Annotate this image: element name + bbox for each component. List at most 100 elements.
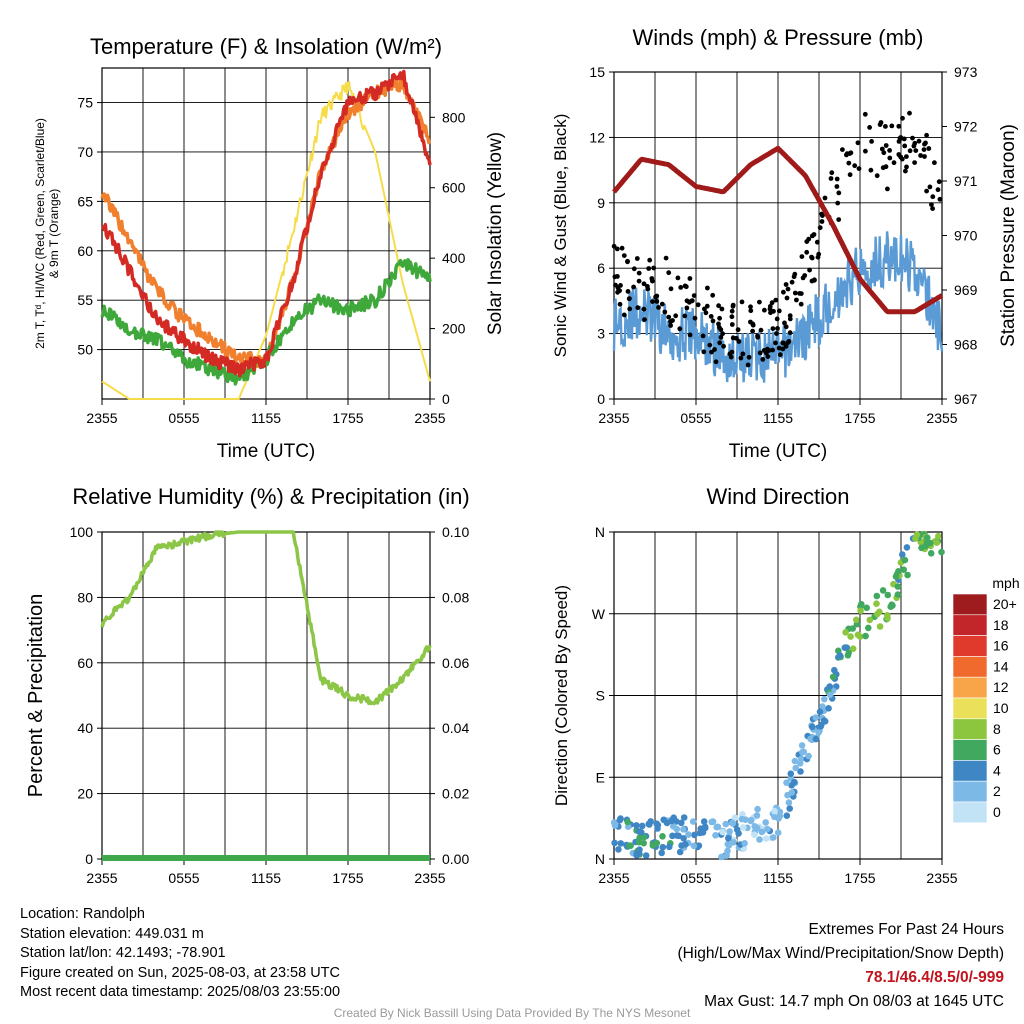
direction-xtick-label: 2355 [926,870,957,886]
winds-gust-point [739,299,745,305]
winds-gust-point [846,160,852,166]
winds-gust-point [896,152,902,157]
winds-gust-point [797,291,802,296]
winds-gust-point [802,273,808,278]
winds-gust-point [927,184,933,190]
winds-gust-point [713,359,719,365]
direction-point [927,550,935,557]
winds-gust-point [712,347,717,352]
direction-point [807,735,814,743]
legend-label: 6 [993,742,1001,758]
winds-gust-point [910,135,915,141]
direction-point [845,649,852,657]
winds-gust-point [937,196,943,202]
direction-point [873,592,881,600]
winds-gust-point [769,300,775,306]
winds-y2tick-label: 970 [954,228,978,244]
legend-label: 18 [993,617,1009,633]
winds-ytick-label: 9 [597,195,605,211]
temperature-xtick-label: 1755 [332,410,363,426]
humidity-ylabel: Percent & Precipitation [25,594,47,797]
winds-gust-point [889,123,895,129]
direction-point [730,839,737,846]
direction-point [786,805,793,812]
humidity-ytick-label: 0 [85,851,93,867]
winds-gust-point [899,156,905,162]
direction-point [913,531,921,538]
winds-xtick-label: 2355 [926,410,957,426]
winds-gust-point [900,115,905,121]
winds-gust-point [774,316,780,322]
direction-point [858,600,865,608]
winds-gust-point [750,328,755,334]
direction-point [787,770,795,777]
direction-point [938,548,945,556]
winds-gust-point [787,313,793,319]
temperature-series-2m-t [100,69,432,378]
winds-gust-point [729,308,735,314]
winds-gust-point [708,314,714,319]
direction-point [879,587,887,594]
winds-gust-point [896,139,902,144]
winds-gust-point [912,160,917,166]
created-text: Figure created on Sun, 2025-08-03, at 23… [20,964,340,981]
direction-point [791,757,799,765]
station-info: Location: Randolph Station elevation: 44… [20,905,340,1003]
winds-gust-point [662,309,668,315]
winds-gust-point [814,239,820,245]
winds-gust-point [735,327,741,333]
humidity-y2tick-label: 0.00 [442,851,469,867]
humidity-xtick-label: 2355 [414,870,445,886]
winds-gust-point [771,308,776,314]
winds-gust-point [799,254,805,259]
winds-gust-point [911,143,917,149]
winds-gust-point [736,339,742,344]
winds-gust-point [916,138,922,144]
direction-point [728,819,736,826]
direction-point [756,836,763,843]
direction-point [611,822,619,829]
direction-point [689,818,697,825]
direction-point [895,568,902,575]
direction-point [723,852,730,859]
humidity-y2tick-label: 0.08 [442,589,469,605]
temperature-xtick-label: 1155 [251,410,281,426]
winds-gust-point [776,345,782,351]
temperature-xlabel: Time (UTC) [217,441,316,462]
direction-point [884,591,892,599]
winds-gust-point [687,276,693,281]
direction-panel: N E S W N 2355 0555 1155 1755 2355 Wind Direction D… [552,484,1020,886]
humidity-xtick-label: 1755 [332,870,363,886]
direction-point [658,849,665,857]
legend-swatch [952,801,988,824]
direction-point [611,839,618,847]
winds-gust-point [668,323,673,328]
winds-gust-point [729,322,735,327]
winds-gust-point [733,335,739,341]
winds-gust-point [789,279,795,285]
winds-gust-point [924,132,929,138]
temperature-xtick-label: 2355 [414,410,445,426]
winds-gust-point [627,306,633,312]
direction-point [712,832,719,839]
winds-title: Winds (mph) & Pressure (mb) [633,25,924,50]
winds-gust-point [730,303,736,309]
direction-point [654,821,662,829]
direction-point [680,826,687,833]
winds-gust-point [783,324,789,330]
direction-point [724,840,732,848]
winds-gust-point [903,168,908,174]
winds-gust-point [776,308,782,314]
winds-gust-point [798,301,804,307]
humidity-title: Relative Humidity (%) & Precipitation (i… [72,484,469,509]
winds-gust-point [929,202,934,208]
winds-gust-point [770,326,776,331]
winds-gust-point [703,310,709,316]
direction-point [678,819,685,827]
winds-gust-point [707,342,713,348]
direction-point [894,591,902,598]
winds-gust-point [615,274,620,279]
legend-label: 2 [993,783,1001,799]
winds-gust-point [717,315,722,321]
legend-label: 8 [993,721,1001,737]
